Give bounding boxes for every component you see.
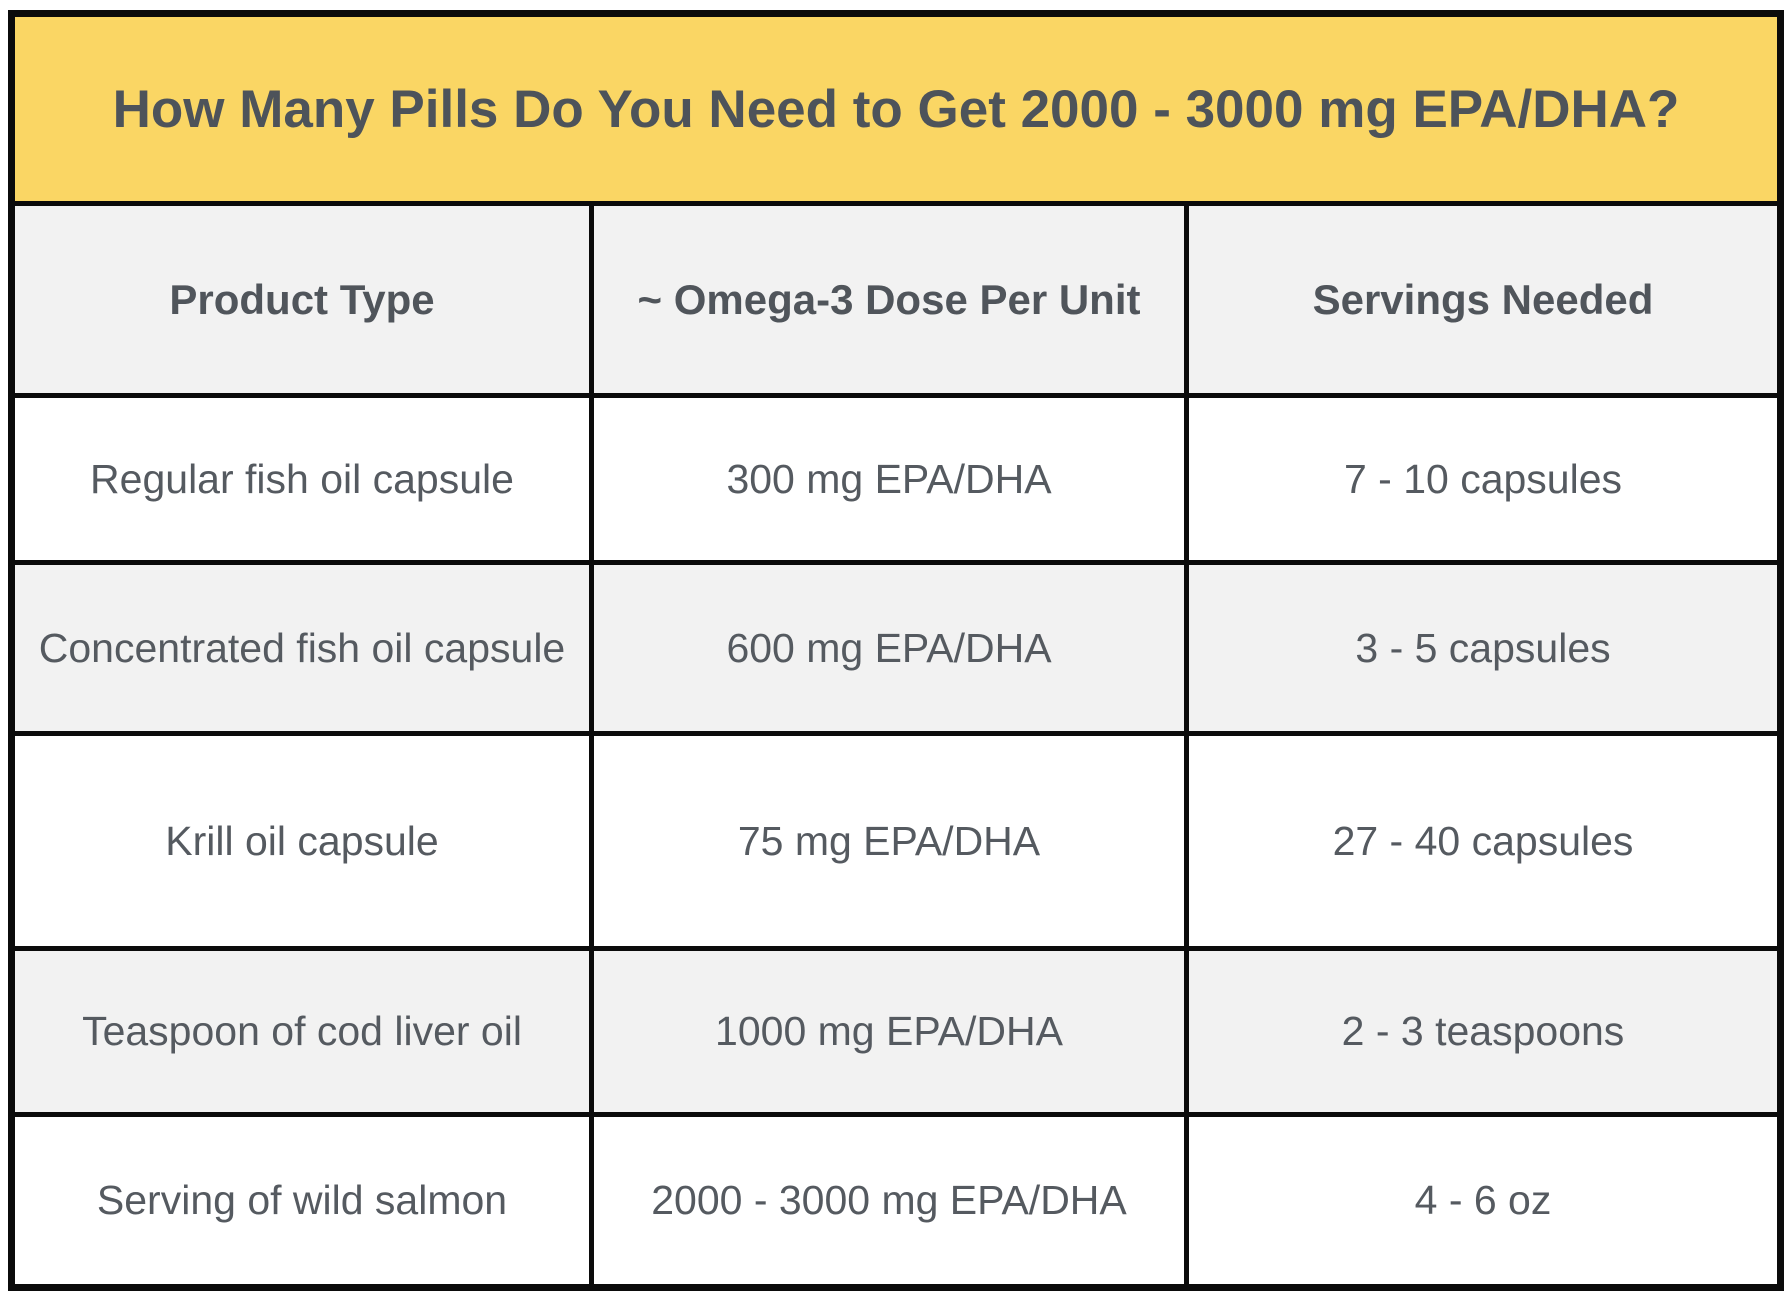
cell-text: Teaspoon of cod liver oil: [82, 1008, 522, 1054]
table-cell-product-krill-oil: Krill oil capsule: [15, 736, 589, 946]
table-cell-dose-krill-oil: 75 mg EPA/DHA: [594, 736, 1184, 946]
cell-text: Concentrated fish oil capsule: [38, 624, 566, 671]
table-cell-dose-cod-liver-oil: 1000 mg EPA/DHA: [594, 951, 1184, 1112]
cell-text: 4 - 6 oz: [1414, 1177, 1552, 1223]
cell-text: 75 mg EPA/DHA: [737, 817, 1041, 864]
column-header-label: ~ Omega-3 Dose Per Unit: [637, 275, 1141, 323]
cell-text: Regular fish oil capsule: [90, 455, 514, 502]
table-cell-dose-concentrated-fish-oil: 600 mg EPA/DHA: [594, 565, 1184, 731]
table-cell-servings-concentrated-fish-oil: 3 - 5 capsules: [1189, 565, 1777, 731]
table-cell-product-cod-liver-oil: Teaspoon of cod liver oil: [15, 951, 589, 1112]
table-cell-servings-regular-fish-oil: 7 - 10 capsules: [1189, 398, 1777, 560]
table-cell-servings-wild-salmon: 4 - 6 oz: [1189, 1117, 1777, 1284]
cell-text: Krill oil capsule: [165, 817, 439, 864]
title-banner: How Many Pills Do You Need to Get 2000 -…: [15, 17, 1777, 201]
table-cell-product-regular-fish-oil: Regular fish oil capsule: [15, 398, 589, 560]
table-cell-dose-wild-salmon: 2000 - 3000 mg EPA/DHA: [594, 1117, 1184, 1284]
table-cell-servings-krill-oil: 27 - 40 capsules: [1189, 736, 1777, 946]
column-header-label: Product Type: [169, 275, 435, 323]
cell-text: 1000 mg EPA/DHA: [715, 1008, 1063, 1054]
omega3-dose-table: How Many Pills Do You Need to Get 2000 -…: [8, 10, 1784, 1291]
cell-text: 600 mg EPA/DHA: [726, 624, 1052, 671]
cell-text: 300 mg EPA/DHA: [726, 455, 1052, 502]
column-header-label: Servings Needed: [1312, 275, 1654, 323]
table-cell-product-concentrated-fish-oil: Concentrated fish oil capsule: [15, 565, 589, 731]
column-header-product-type: Product Type: [15, 206, 589, 393]
table-cell-product-wild-salmon: Serving of wild salmon: [15, 1117, 589, 1284]
cell-text: 7 - 10 capsules: [1343, 455, 1623, 502]
page-title: How Many Pills Do You Need to Get 2000 -…: [112, 79, 1680, 139]
column-header-servings-needed: Servings Needed: [1189, 206, 1777, 393]
cell-text: 2000 - 3000 mg EPA/DHA: [651, 1177, 1127, 1223]
table-cell-dose-regular-fish-oil: 300 mg EPA/DHA: [594, 398, 1184, 560]
cell-text: Serving of wild salmon: [96, 1177, 508, 1223]
cell-text: 3 - 5 capsules: [1355, 624, 1611, 671]
cell-text: 27 - 40 capsules: [1332, 817, 1634, 864]
table-cell-servings-cod-liver-oil: 2 - 3 teaspoons: [1189, 951, 1777, 1112]
column-header-omega3-dose: ~ Omega-3 Dose Per Unit: [594, 206, 1184, 393]
cell-text: 2 - 3 teaspoons: [1341, 1008, 1625, 1054]
